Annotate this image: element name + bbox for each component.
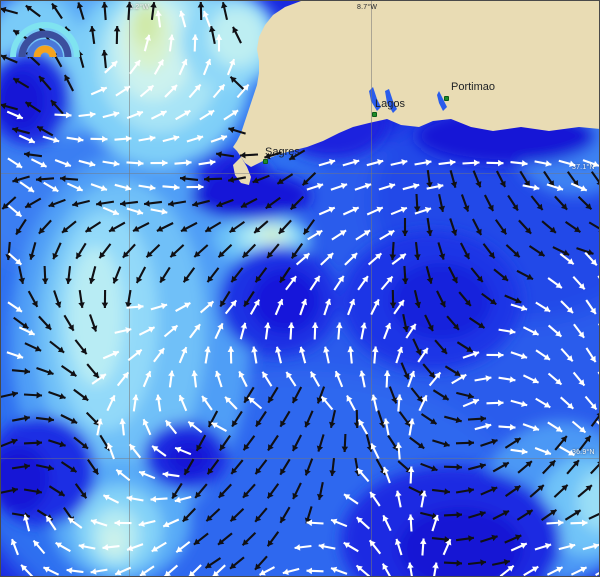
city-dot bbox=[263, 159, 268, 164]
city-label: Lagos bbox=[375, 98, 405, 110]
city-dot bbox=[372, 112, 377, 117]
meridian-8-7-w bbox=[371, 1, 372, 576]
parallel-36-9-n bbox=[1, 458, 599, 459]
city-label: Portimao bbox=[451, 81, 496, 93]
meridian-label-9-2-w: 9.2°W bbox=[129, 4, 150, 11]
city-dot bbox=[444, 96, 449, 101]
parallel-37-1-n bbox=[1, 173, 599, 174]
parallel-label-37-1-n: 37.1°N bbox=[572, 164, 595, 171]
meridian-9-2-w bbox=[129, 1, 130, 576]
city-label: Sagres bbox=[265, 146, 300, 158]
parallel-label-36-9-n: 36.9°N bbox=[572, 449, 595, 456]
meridian-label-8-7-w: 8.7°W bbox=[357, 4, 378, 11]
rainbow-arc-logo[interactable] bbox=[9, 7, 81, 63]
